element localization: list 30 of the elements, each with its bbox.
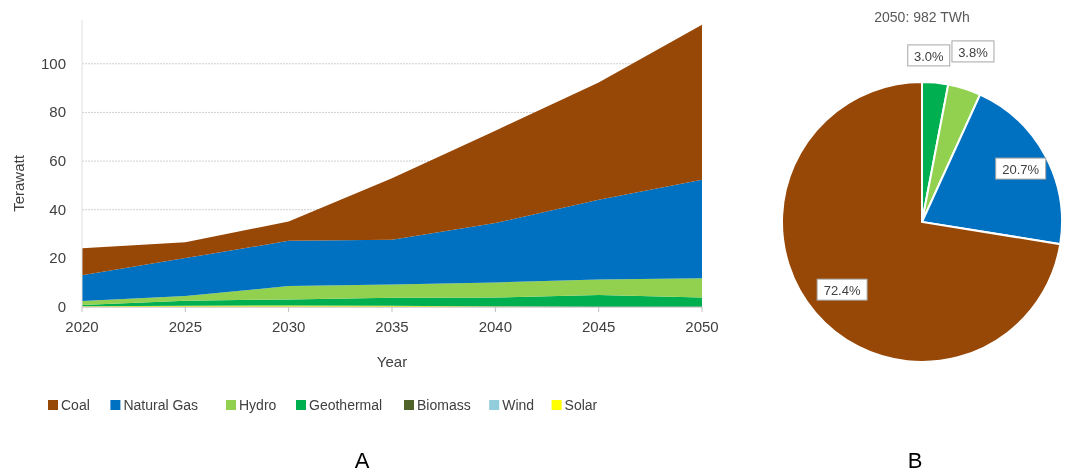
x-tick-label: 2035 [375, 318, 409, 335]
text: B [907, 448, 923, 473]
legend-label: Solar [564, 397, 598, 413]
x-tick-label: 2020 [65, 318, 99, 335]
legend-label: Biomass [417, 397, 471, 413]
y-tick-label: 20 [49, 249, 66, 267]
legend-label: Natural Gas [123, 397, 199, 413]
legend-label: Coal [61, 397, 90, 413]
legend-label: Geothermal [309, 397, 383, 413]
data-label: 3.8% [958, 44, 989, 60]
y-axis-title: Terawatt [10, 154, 27, 212]
text: A [354, 448, 370, 473]
y-tick-label: 40 [49, 200, 66, 218]
data-label: 20.7% [1002, 162, 1040, 178]
data-label: 3.0% [913, 48, 945, 64]
x-tick-label: 2050 [685, 318, 719, 335]
x-tick-label: 2040 [478, 318, 513, 335]
y-tick-label: 80 [49, 103, 66, 121]
x-tick-label: 2030 [271, 318, 306, 335]
y-tick-label: 100 [40, 54, 66, 72]
x-tick-label: 2025 [168, 318, 203, 335]
x-tick-label: 2045 [581, 318, 616, 335]
legend-label: Hydro [239, 397, 277, 413]
chart-title: 2050: 982 TWh [874, 9, 970, 25]
y-tick-label: 0 [57, 298, 66, 315]
y-tick-label: 60 [49, 152, 66, 170]
x-axis-title: Year [376, 353, 408, 370]
data-label: 72.4% [823, 283, 861, 299]
pie-slice [781, 81, 1062, 363]
legend-label: Wind [502, 397, 535, 413]
